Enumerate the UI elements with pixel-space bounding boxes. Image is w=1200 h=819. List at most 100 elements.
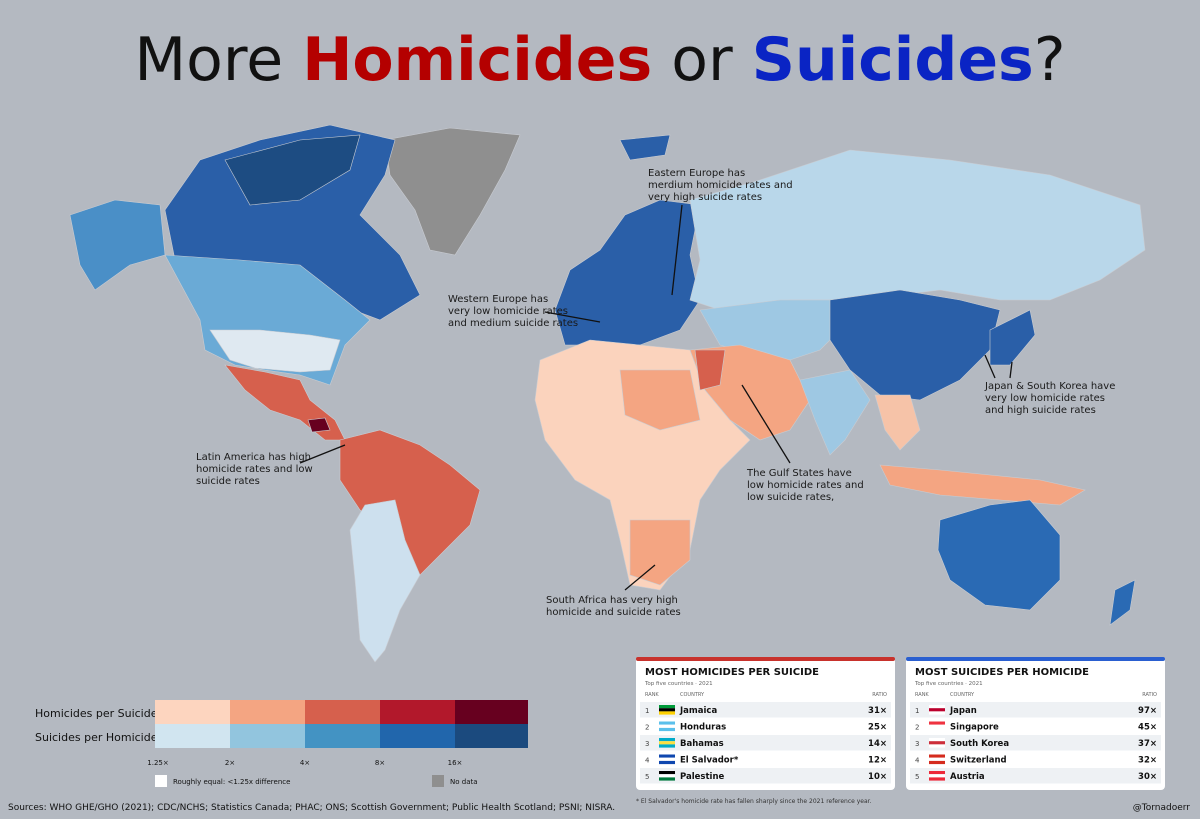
equal-swatch (155, 775, 167, 787)
country: Jamaica (679, 706, 717, 716)
ratio: 25× (868, 723, 887, 733)
rank: 4 (645, 757, 650, 765)
annotation: Latin America has high (196, 452, 311, 463)
country: Honduras (680, 723, 726, 733)
table-title: MOST HOMICIDES PER SUICIDE (645, 667, 819, 678)
south-america (339, 429, 481, 576)
annotation: low suicide rates, (747, 492, 834, 503)
flag (659, 760, 675, 765)
flag (929, 744, 945, 748)
flag (929, 738, 945, 742)
no-data-label: No data (450, 778, 478, 786)
legend-tick: 16× (448, 759, 463, 767)
flag (659, 721, 675, 725)
table-subtitle: Top five countries · 2021 (914, 681, 983, 687)
annotation: The Gulf States have (746, 468, 852, 479)
annotation: Western Europe has (448, 294, 548, 305)
flag (929, 774, 945, 778)
ratio: 12× (868, 756, 887, 766)
greenland (384, 127, 521, 256)
southern-africa (629, 519, 691, 586)
leader-line (984, 354, 996, 379)
leader-line (1009, 361, 1013, 379)
leader-line (671, 204, 683, 296)
flag (659, 754, 675, 758)
flag (929, 757, 945, 761)
flag (929, 721, 945, 725)
country: Singapore (950, 723, 999, 733)
leader-line (624, 564, 656, 591)
legend-swatch (230, 724, 305, 748)
rank: 3 (915, 740, 919, 748)
title-part: Suicides (752, 25, 1034, 95)
country: Switzerland (950, 756, 1007, 766)
flag (659, 711, 675, 715)
flag (929, 724, 945, 728)
leader-line (299, 444, 346, 464)
country: Bahamas (680, 739, 724, 749)
svalbard (619, 134, 671, 161)
table-row (910, 702, 1161, 718)
column-header: RATIO (872, 692, 887, 698)
usa-south (209, 329, 341, 373)
flag (659, 757, 675, 761)
rank: 5 (645, 773, 649, 781)
annotation: suicide rates (196, 476, 260, 487)
table-row (910, 735, 1161, 751)
table-accent (906, 657, 1165, 661)
flag (659, 771, 675, 775)
flag (929, 711, 945, 715)
flag (929, 771, 945, 775)
japan-korea (989, 309, 1036, 366)
table-row (640, 751, 891, 767)
ratio: 31× (868, 706, 887, 716)
ratio: 10× (868, 772, 887, 782)
legend-tick: 2× (225, 759, 235, 767)
annotation: and medium suicide rates (448, 318, 578, 329)
leader-line (544, 311, 601, 323)
no-data-swatch (432, 775, 444, 787)
annotation: homicide and suicide rates (546, 607, 681, 618)
table-row (640, 768, 891, 784)
ratio: 32× (1138, 756, 1157, 766)
table-row (910, 768, 1161, 784)
flag (929, 727, 945, 732)
country: Japan (949, 706, 977, 716)
honduras (307, 417, 331, 433)
legend-swatch (380, 700, 455, 724)
flag (659, 727, 675, 732)
ratio: 45× (1138, 723, 1157, 733)
indonesia-png (879, 464, 1086, 506)
flag (659, 774, 675, 778)
australia (937, 499, 1061, 611)
sources: Sources: WHO GHE/GHO (2021); CDC/NCHS; S… (8, 803, 615, 813)
country: South Korea (950, 739, 1009, 749)
title-part: Homicides (302, 25, 652, 95)
flag (929, 760, 945, 765)
flag (929, 708, 945, 712)
rank: 2 (915, 724, 919, 732)
country: Palestine (680, 772, 725, 782)
flag (659, 744, 675, 748)
legend-swatch (230, 700, 305, 724)
russia (689, 149, 1146, 311)
table-row (640, 735, 891, 751)
table-accent (636, 657, 895, 661)
rank: 3 (645, 740, 649, 748)
country: El Salvador* (680, 756, 739, 766)
flag (929, 741, 945, 745)
flag (929, 705, 945, 709)
new-zealand (1109, 579, 1136, 626)
column-header: RANK (645, 692, 659, 698)
flag (659, 741, 675, 745)
table-row (910, 751, 1161, 767)
rank: 5 (915, 773, 919, 781)
annotations: Eastern Europe has merdium homicide rate… (196, 168, 1115, 618)
canada-north (224, 134, 361, 206)
annotation: merdium homicide rates and (648, 180, 793, 191)
title-part: or (652, 25, 752, 95)
table-row (640, 702, 891, 718)
credit: @Tornadoerr (1133, 803, 1191, 813)
annotation: South Africa has very high (546, 595, 678, 606)
